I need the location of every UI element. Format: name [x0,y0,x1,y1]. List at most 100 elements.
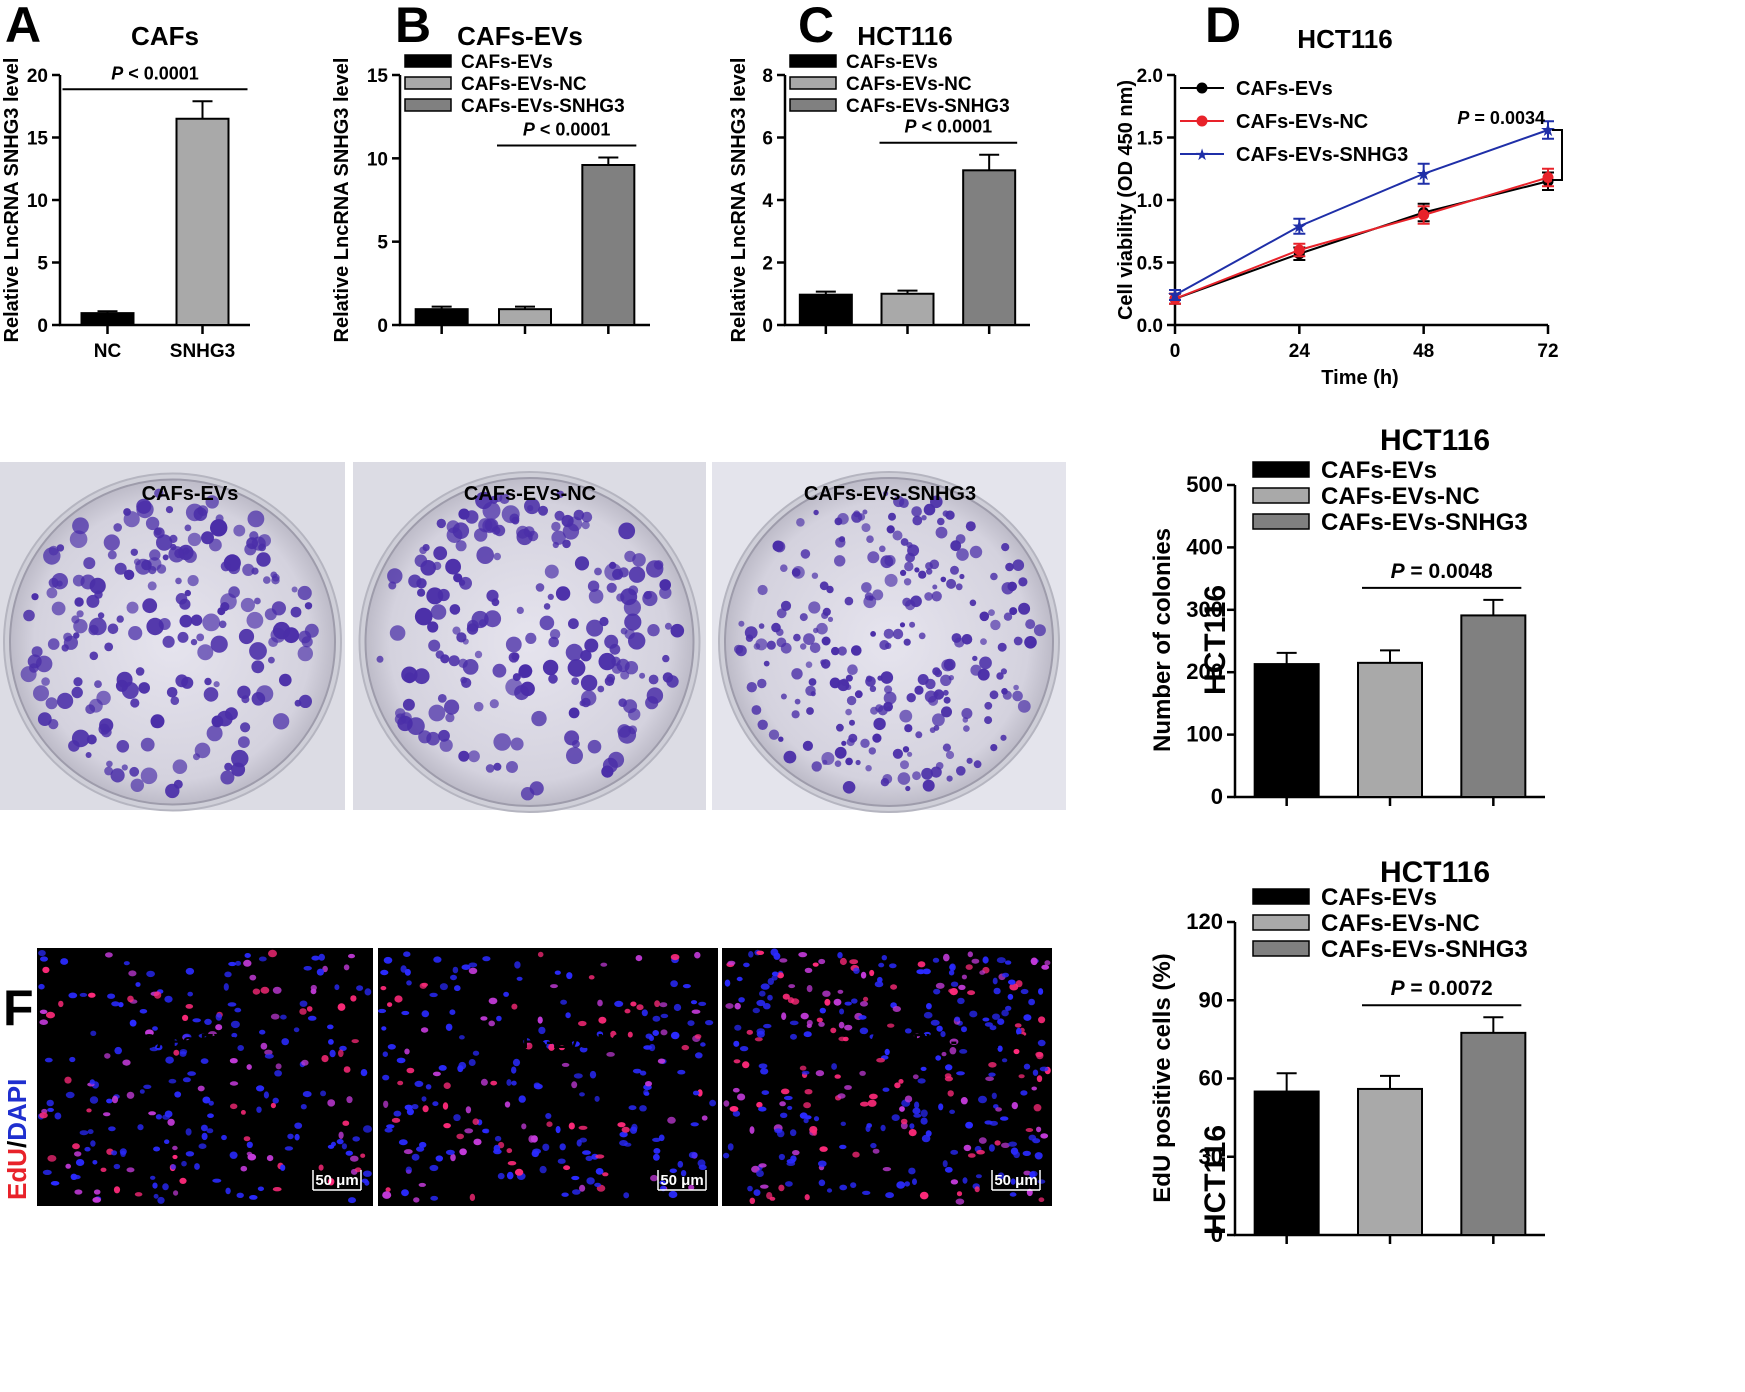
edu-cell [600,962,608,967]
edu-cell [348,953,355,959]
chart-b-ytick-label: 5 [377,233,388,254]
colony-dot [990,619,1001,631]
edu-cell [558,1045,565,1051]
colony-dot [581,521,590,530]
colony-dot [129,766,140,777]
edu-cell [759,990,766,997]
edu-cell [1018,1074,1025,1079]
chart-e-colony-number: HCT116 Number of colonies 0 100 200 300 400 500… [1149,424,1545,809]
edu-cell [416,1146,425,1152]
colony-dot [778,736,784,742]
edu-cell [700,1042,706,1047]
colony-dot [468,750,480,763]
edu-cell [192,1018,201,1023]
colony-dot [845,757,853,766]
edu-cell [548,1043,555,1051]
colony-dot [900,569,907,577]
edu-cell [404,1104,413,1111]
colony-dot [41,677,50,686]
edu-cell [450,1153,456,1162]
edu-cell [935,982,945,989]
colony-dot [544,564,559,579]
edu-cell [223,983,229,991]
colony-dot [103,534,120,551]
edu-cell [659,1002,668,1008]
edu-cell [975,1174,982,1179]
edu-cell [668,1190,678,1199]
colony-dot [935,526,948,539]
edu-cell [72,1143,80,1150]
colony-dot [1033,624,1046,637]
colony-dot [256,552,271,567]
colony-dot [763,660,770,667]
colony-dot [834,760,842,767]
chart-c-relative-snhg3-hct116: HCT116 Relative LncRNA SNHG3 level 0 2 4 6 8 CA… [728,21,1030,342]
colony-dot [438,729,450,742]
edu-cell [650,1174,658,1182]
colony-dot [489,699,499,709]
colony-dot [918,570,927,579]
colony-dot [567,659,586,677]
edu-cell [851,998,858,1004]
edu-cell [701,1115,708,1121]
chart-a-title: CAFs [131,21,199,51]
edu-cell [343,1066,351,1073]
edu-cell [449,1009,456,1015]
edu-cell [1038,1016,1046,1024]
edu-cell [47,1107,54,1112]
edu-cell [182,1077,191,1083]
colony-dot [154,527,162,536]
edu-cell [588,975,595,980]
colony-dot [587,739,602,754]
colony-dot [937,517,945,526]
edu-cell [913,1113,922,1118]
edu-cell [274,1070,282,1077]
edu-cell [641,1009,648,1017]
edu-cell [936,1025,943,1032]
chart-b-legend-label: CAFs-EVs-NC [461,74,587,95]
edu-cell [989,1025,997,1031]
edu-cell [518,1095,526,1103]
edu-cell [944,1166,953,1173]
colony-dot [965,521,976,532]
colony-dot [861,523,871,533]
edu-cell [270,1013,280,1020]
colony-dot [140,737,155,752]
edu-cell [320,1090,327,1097]
edu-cell [230,1020,240,1029]
edu-cell [878,962,885,968]
chart-a-xtick-label: NC [94,341,122,362]
edu-cell [107,993,116,999]
edu-cell [938,1103,944,1111]
edu-cell [146,970,156,978]
edu-cell [328,1039,334,1045]
edu-cell [352,1136,361,1142]
colony-dot [1005,562,1014,572]
colony-dot [921,767,933,780]
colony-dot [133,558,141,566]
edu-cell [933,988,941,995]
edu-cell [419,1141,427,1148]
edu-cell [624,1008,631,1014]
edu-cell [606,1052,615,1057]
edu-cell [1010,1178,1016,1185]
edu-cell [179,1177,187,1184]
colony-dot [834,517,843,526]
edu-cell [268,949,277,958]
colony-dot [942,743,952,752]
colony-dot [220,561,231,572]
colony-dot [611,663,623,674]
colony-dot [123,511,140,528]
edu-cell [128,970,137,977]
edu-stain-dapi: DAPI [2,1079,32,1141]
colony-dot [493,733,512,751]
edu-cell [571,1081,578,1089]
colony-dot [909,621,916,628]
edu-cell [173,1049,180,1056]
colony-dot [148,566,157,575]
chart-f-ytick-label: 30 [1199,1144,1223,1169]
colony-dot [86,734,97,745]
edu-cell [237,1045,244,1051]
colony-dot [439,738,453,752]
edu-cell [152,1182,158,1189]
